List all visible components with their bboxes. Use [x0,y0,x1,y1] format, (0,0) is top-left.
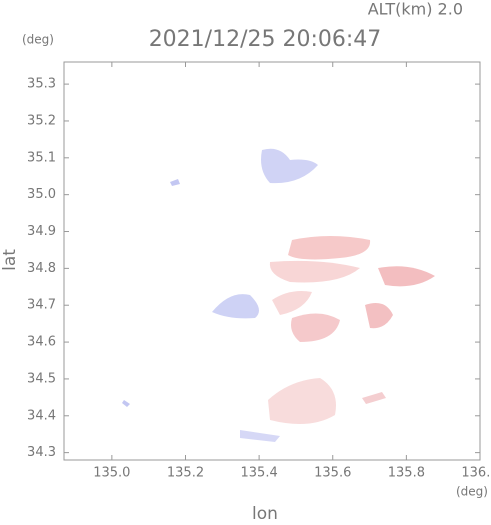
echo-areas [122,148,435,442]
y-tick-label: 34.5 [27,371,56,386]
echo [272,291,312,315]
echo [362,392,386,404]
echo [261,148,318,184]
x-unit: (deg) [456,485,488,499]
x-axis-label: lon [252,504,278,521]
y-tick-label: 35.3 [27,77,56,92]
echo [378,266,435,287]
x-tick-label: 135.4 [241,466,278,481]
x-tick-label: 135.6 [314,466,351,481]
x-tick-label: 135.2 [167,466,204,481]
chart-subtitle: ALT(km) 2.0 [368,0,463,19]
plot-frame [63,61,481,461]
echo [269,260,360,283]
echo [268,378,336,424]
echo [122,400,130,407]
x-tick-label: 135.8 [388,466,425,481]
y-tick-label: 35.1 [27,150,56,165]
y-tick-label: 34.4 [27,408,56,423]
y-tick-label: 34.8 [27,261,56,276]
echo [212,294,259,319]
echo [365,302,393,329]
echo [291,313,340,342]
echo [240,430,280,442]
y-tick-label: 35.0 [27,187,56,202]
y-unit: (deg) [22,33,54,47]
x-tick-label: 135.0 [93,466,130,481]
echo [170,179,180,186]
y-tick-label: 34.6 [27,335,56,350]
y-tick-label: 35.2 [27,113,56,128]
y-axis-label: lat [0,249,20,271]
y-tick-label: 34.3 [27,445,56,460]
chart-title: 2021/12/25 20:06:47 [149,27,382,52]
x-tick-label: 136.0 [461,466,491,481]
echo [288,236,371,260]
y-tick-label: 34.7 [27,298,56,313]
y-tick-label: 34.9 [27,224,56,239]
